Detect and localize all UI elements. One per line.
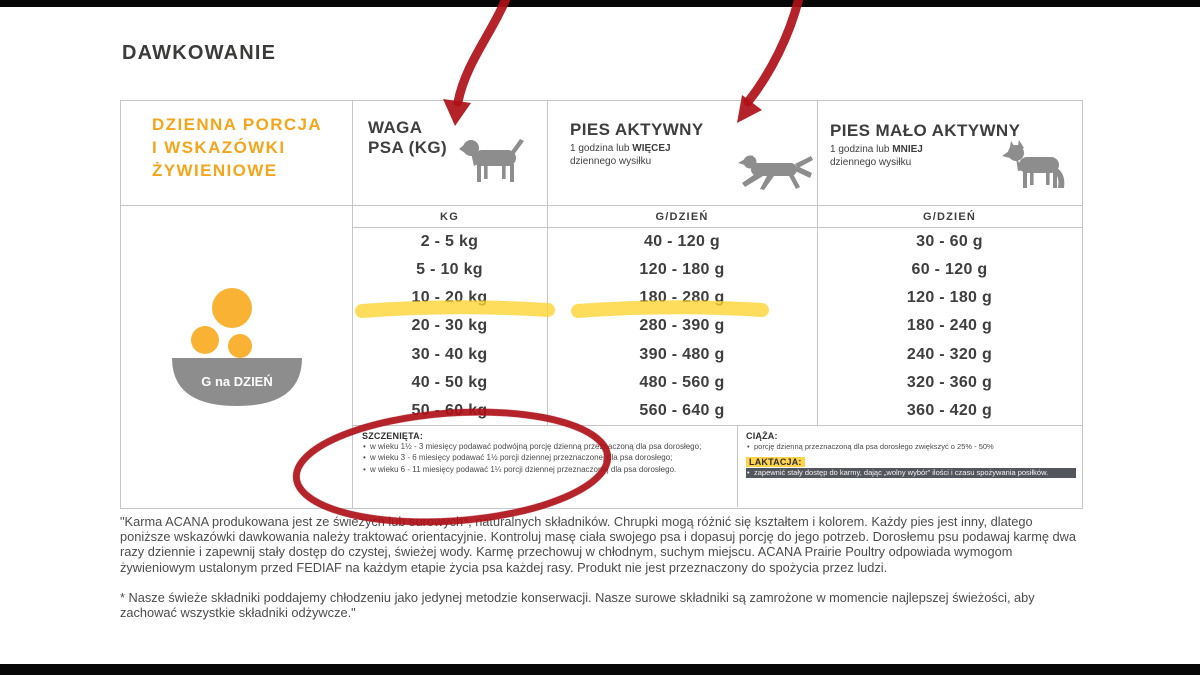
footer-paragraph-2: * Nasze świeże składniki poddajemy chłod… [120, 590, 1035, 621]
red-arrow-active-shaft [743, 0, 804, 107]
running-dog-icon [738, 155, 813, 190]
subtitle-bold: MNIEJ [892, 144, 923, 155]
active-portion-cell: 560 - 640 g [639, 401, 725, 419]
divider-col3 [817, 100, 818, 425]
shepherd-dog-icon [1002, 140, 1065, 188]
weight-column-title: WAGA PSA (KG) [368, 118, 448, 158]
less-active-portion-cell: 240 - 320 g [906, 345, 993, 363]
red-arrow-weight-shaft [453, 0, 511, 107]
active-portion-cell: 280 - 390 g [639, 317, 725, 335]
less-active-unit: G/DZIEŃ [922, 211, 976, 223]
less-active-portion-cell: 30 - 60 g [916, 233, 983, 251]
active-column-cells: 40 - 120 g 120 - 180 g 180 - 280 g 280 -… [547, 228, 817, 425]
divider-notes-row [352, 425, 1082, 426]
weight-cell: 2 - 5 kg [420, 233, 479, 251]
divider-col2 [547, 100, 548, 425]
weight-cell: 10 - 20 kg [411, 289, 488, 307]
lactation-label: LAKTACJA: [746, 456, 1076, 467]
less-active-subtitle-line2: dziennego wysiłku [830, 157, 912, 168]
page-title: DAWKOWANIE [122, 42, 277, 64]
weight-cell: 40 - 50 kg [411, 373, 488, 391]
subtitle-prefix: 1 godzina lub [570, 143, 633, 154]
active-unit: G/DZIEŃ [655, 211, 709, 223]
info-column-header: DZIENNA PORCJA I WSKAZÓWKI ŻYWIENIOWE [152, 115, 323, 180]
puppies-label: SZCZENIĘTA: [362, 431, 424, 441]
active-portion-cell: 120 - 180 g [639, 261, 725, 279]
less-active-column-cells: 30 - 60 g 60 - 120 g 120 - 180 g 180 - 2… [817, 228, 1082, 425]
footer-paragraph-1: "Karma ACANA produkowana jest ze świeżyc… [120, 514, 1076, 575]
letterbox-top [0, 0, 1200, 7]
less-active-portion-cell: 320 - 360 g [906, 373, 993, 391]
pregnancy-label: CIĄŻA: [746, 431, 778, 441]
active-portion-cell: 390 - 480 g [639, 345, 725, 363]
puppies-notes: SZCZENIĘTA: w wieku 1½ - 3 miesięcy poda… [362, 431, 730, 476]
pregnancy-lactation-notes: CIĄŻA: porcję dzienną przeznaczoną dla p… [746, 431, 1076, 478]
less-active-column-title: PIES MAŁO AKTYWNY [830, 121, 1021, 140]
active-portion-cell: 180 - 280 g [639, 289, 725, 307]
active-column-title: PIES AKTYWNY [570, 120, 704, 139]
puppies-note-item: w wieku 3 - 6 miesięcy podawać 1½ porcji… [362, 453, 730, 464]
lactation-label-text: LAKTACJA: [746, 456, 805, 467]
divider-notes [737, 425, 738, 507]
active-portion-cell: 480 - 560 g [639, 373, 725, 391]
puppies-note-item: w wieku 6 - 11 miesięcy podawać 1¼ porcj… [362, 465, 730, 476]
weight-column-cells: 2 - 5 kg 5 - 10 kg 10 - 20 kg 20 - 30 kg… [352, 228, 547, 425]
pregnancy-note-item: porcję dzienną przeznaczoną dla psa doro… [746, 442, 1076, 452]
divider-col1 [352, 100, 353, 508]
less-active-column-subtitle: 1 godzina lub MNIEJ dziennego wysiłku [830, 143, 923, 169]
active-subtitle-line1: 1 godzina lub WIĘCEJ [570, 142, 671, 155]
subtitle-bold: WIĘCEJ [632, 143, 671, 154]
active-subtitle-line2: dziennego wysiłku [570, 156, 652, 167]
bowl-icon: G na DZIEŃ [172, 288, 302, 406]
weight-cell: 50 - 60 kg [411, 401, 488, 419]
standing-dog-icon [459, 139, 524, 182]
active-portion-cell: 40 - 120 g [644, 233, 720, 251]
lactation-note-item: zapewnić stały dostęp do karmy, dając „w… [746, 467, 1076, 478]
weight-cell: 20 - 30 kg [411, 317, 488, 335]
divider-header-row [120, 205, 1082, 206]
bowl-label: G na DZIEŃ [201, 374, 273, 389]
weight-cell: 30 - 40 kg [411, 345, 488, 363]
weight-unit: KG [440, 211, 459, 223]
less-active-portion-cell: 360 - 420 g [906, 401, 993, 419]
divider-unit-row [352, 227, 1082, 228]
active-column-subtitle: 1 godzina lub WIĘCEJ dziennego wysiłku [570, 142, 671, 168]
weight-cell: 5 - 10 kg [416, 261, 483, 279]
puppies-note-item: w wieku 1½ - 3 miesięcy podawać podwójną… [362, 442, 730, 453]
less-active-subtitle-line1: 1 godzina lub MNIEJ [830, 143, 923, 156]
less-active-portion-cell: 180 - 240 g [906, 317, 993, 335]
less-active-portion-cell: 120 - 180 g [906, 289, 993, 307]
letterbox-bottom [0, 664, 1200, 675]
subtitle-prefix: 1 godzina lub [830, 144, 893, 155]
less-active-portion-cell: 60 - 120 g [911, 261, 988, 279]
